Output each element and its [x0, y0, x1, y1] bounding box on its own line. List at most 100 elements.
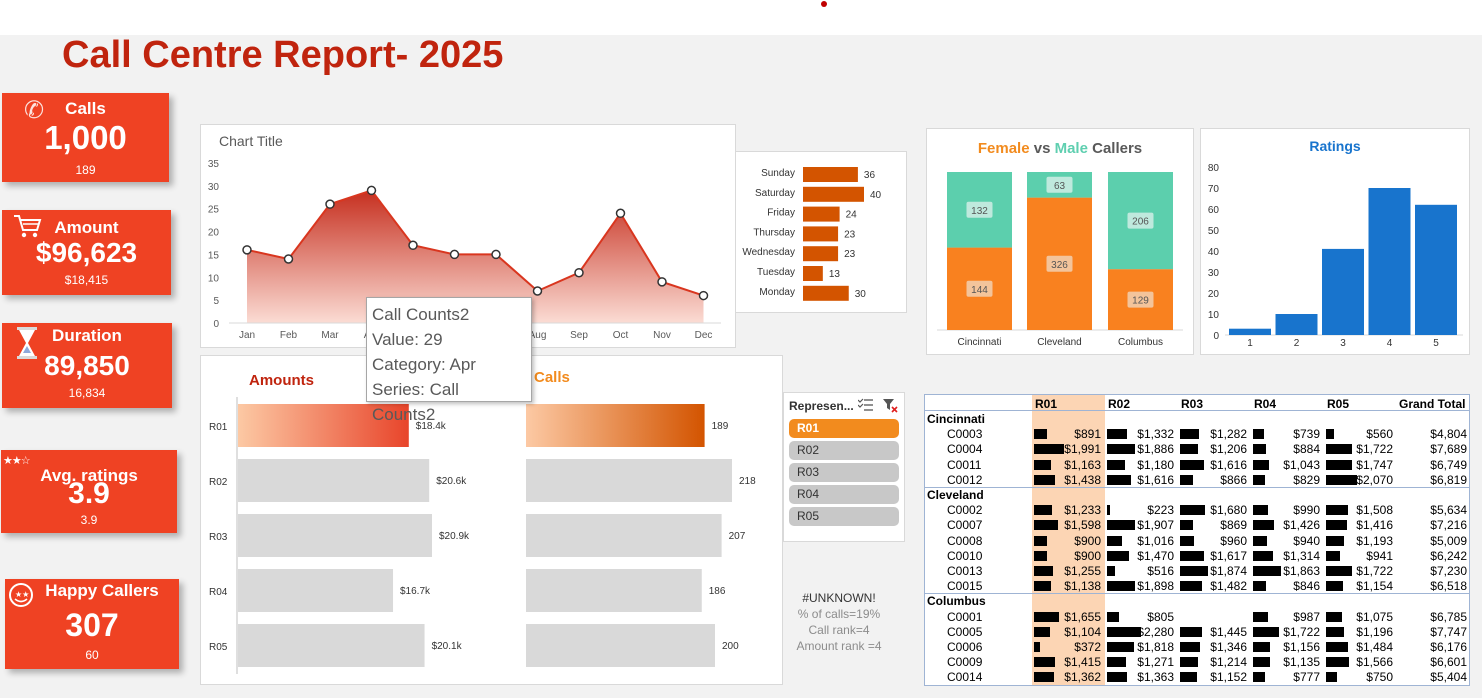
kpi-duration-label: Duration: [52, 326, 122, 345]
amount-value: $18.4k: [416, 421, 447, 432]
calls-title: Calls: [534, 369, 570, 386]
amount-bar: [238, 404, 409, 447]
rating-bar: [1368, 188, 1411, 335]
data-bar: [1034, 550, 1048, 561]
x-tick-label: Sep: [570, 330, 588, 341]
pivot-cell: $1,722: [1356, 442, 1393, 457]
pivot-row-label: C0008: [947, 533, 983, 548]
data-bar: [1107, 642, 1135, 652]
kpi-duration[interactable]: Duration 89,850 16,834: [2, 323, 172, 408]
data-bar: [1107, 444, 1136, 455]
data-bar: [1326, 429, 1335, 440]
pivot-cell: $941: [1366, 548, 1393, 563]
pivot-cell: $990: [1293, 503, 1320, 518]
kpi-ratings[interactable]: ★★☆ Avg. ratings 3.9 3.9: [1, 450, 177, 533]
pivot-header-line: [925, 410, 1469, 411]
data-point: [408, 240, 418, 251]
kpi-amount[interactable]: Amount $96,623 $18,415: [2, 210, 171, 295]
slicer-header: Represen...: [789, 399, 854, 413]
y-tick-label: 5: [213, 296, 219, 307]
multi-select-icon[interactable]: [857, 398, 874, 417]
pivot-cell: $2,280: [1137, 624, 1174, 639]
x-tick-label: Mar: [321, 330, 339, 341]
calls-bar: [526, 404, 705, 447]
gender-chart-title: Female vs Male Callers: [978, 140, 1142, 157]
pivot-group-label: Cincinnati: [927, 412, 986, 426]
pivot-cell: $1,445: [1210, 624, 1247, 639]
weekday-bar: [803, 206, 840, 222]
weekday-bar: [803, 285, 849, 301]
pivot-col-header: R03: [1181, 397, 1204, 411]
data-bar: [1034, 505, 1053, 516]
data-bar: [1107, 611, 1119, 622]
slicer-item-r03[interactable]: R03: [789, 463, 899, 482]
pivot-row-label: C0006: [947, 640, 983, 654]
weekday-value: 23: [844, 229, 856, 240]
pivot-cell: $1,484: [1356, 640, 1393, 654]
pivot-row-label: C0014: [947, 670, 983, 685]
ratings-chart: Ratings 0 10 20 30 40 50 60 70 80 1 2 3 4 5: [1200, 128, 1470, 355]
clear-filter-icon[interactable]: [882, 398, 898, 418]
label-box: [1046, 176, 1073, 193]
slicer-item-r02[interactable]: R02: [789, 441, 899, 460]
data-bar: [1107, 535, 1123, 546]
slicer-item-r05[interactable]: R05: [789, 507, 899, 526]
data-bar: [1180, 657, 1199, 668]
pivot-cell: $1,043: [1283, 457, 1320, 472]
data-bar: [1180, 444, 1198, 455]
pivot-cell: $1,154: [1356, 579, 1393, 594]
pivot-cell: $739: [1293, 427, 1320, 442]
series-line: [246, 189, 704, 297]
pivot-col-header: Grand Total: [1399, 397, 1466, 411]
weekday-label: Monday: [759, 287, 795, 298]
pivot-cell: $1,616: [1210, 457, 1247, 472]
pivot-cell: $1,362: [1064, 670, 1101, 685]
data-bar: [1107, 505, 1111, 516]
rating-bar: [1275, 314, 1318, 335]
data-point: [615, 208, 626, 219]
pivot-cell: $1,163: [1064, 457, 1101, 472]
data-bar: [1107, 566, 1115, 576]
weekday-value: 13: [829, 269, 841, 280]
x-tick-label: 2: [1294, 338, 1300, 349]
pivot-row-label: C0005: [947, 624, 983, 639]
pivot-cell: $1,346: [1210, 640, 1247, 654]
slicer-item-r04[interactable]: R04: [789, 485, 899, 504]
pivot-row-label: C0011: [947, 457, 982, 472]
data-bar: [1326, 672, 1338, 683]
female-value: 129: [1132, 296, 1149, 307]
label-box: [966, 201, 993, 218]
y-tick-label: 70: [1208, 184, 1220, 195]
slicer-item-r01[interactable]: R01: [789, 419, 899, 438]
data-point: [657, 277, 667, 287]
unknown-error: #UNKNOWN!: [802, 591, 876, 605]
pivot-cell: $1,898: [1137, 579, 1174, 594]
tooltip-line-value: Value: 29: [372, 330, 443, 349]
pivot-cell: $7,230: [1430, 564, 1467, 578]
data-bar: [1326, 611, 1343, 622]
pivot-col-header: R01: [1035, 397, 1058, 411]
pivot-row-label: C0001: [947, 609, 983, 624]
pivot-table: R01 R02 R03 R04 R05 Grand Total Cincinnati C000…: [924, 394, 1470, 686]
call-rank: Call rank=4: [808, 623, 870, 637]
data-bar: [1253, 566, 1281, 576]
data-point: [574, 267, 584, 278]
group-separator: [925, 487, 1469, 488]
pivot-cell: $805: [1147, 609, 1174, 624]
kpi-calls[interactable]: ✆ Calls 1,000 189: [2, 93, 169, 182]
rating-bar: [1415, 204, 1457, 335]
pivot-cell: $1,193: [1356, 533, 1393, 548]
weekday-chart-svg: Sunday 36 Saturday 40 Friday 24 Thursday 23 Wedn…: [742, 167, 882, 301]
kpi-happy-callers[interactable]: ★★ Happy Callers 307 60: [5, 579, 179, 669]
svg-text:★★: ★★: [15, 590, 29, 599]
pivot-cell: $6,518: [1430, 579, 1467, 594]
pivot-cell: $1,271: [1137, 655, 1174, 670]
rep-info: #UNKNOWN! % of calls=19% Call rank=4 Amo…: [780, 590, 898, 654]
pivot-cell: $1,233: [1064, 503, 1101, 518]
pivot-cell: $960: [1220, 533, 1247, 548]
female-value: 326: [1051, 260, 1068, 271]
pivot-cell: $7,216: [1430, 518, 1467, 533]
data-bar: [1326, 520, 1348, 531]
calls-value: 207: [729, 531, 746, 542]
page-title: Call Centre Report- 2025: [62, 34, 504, 76]
